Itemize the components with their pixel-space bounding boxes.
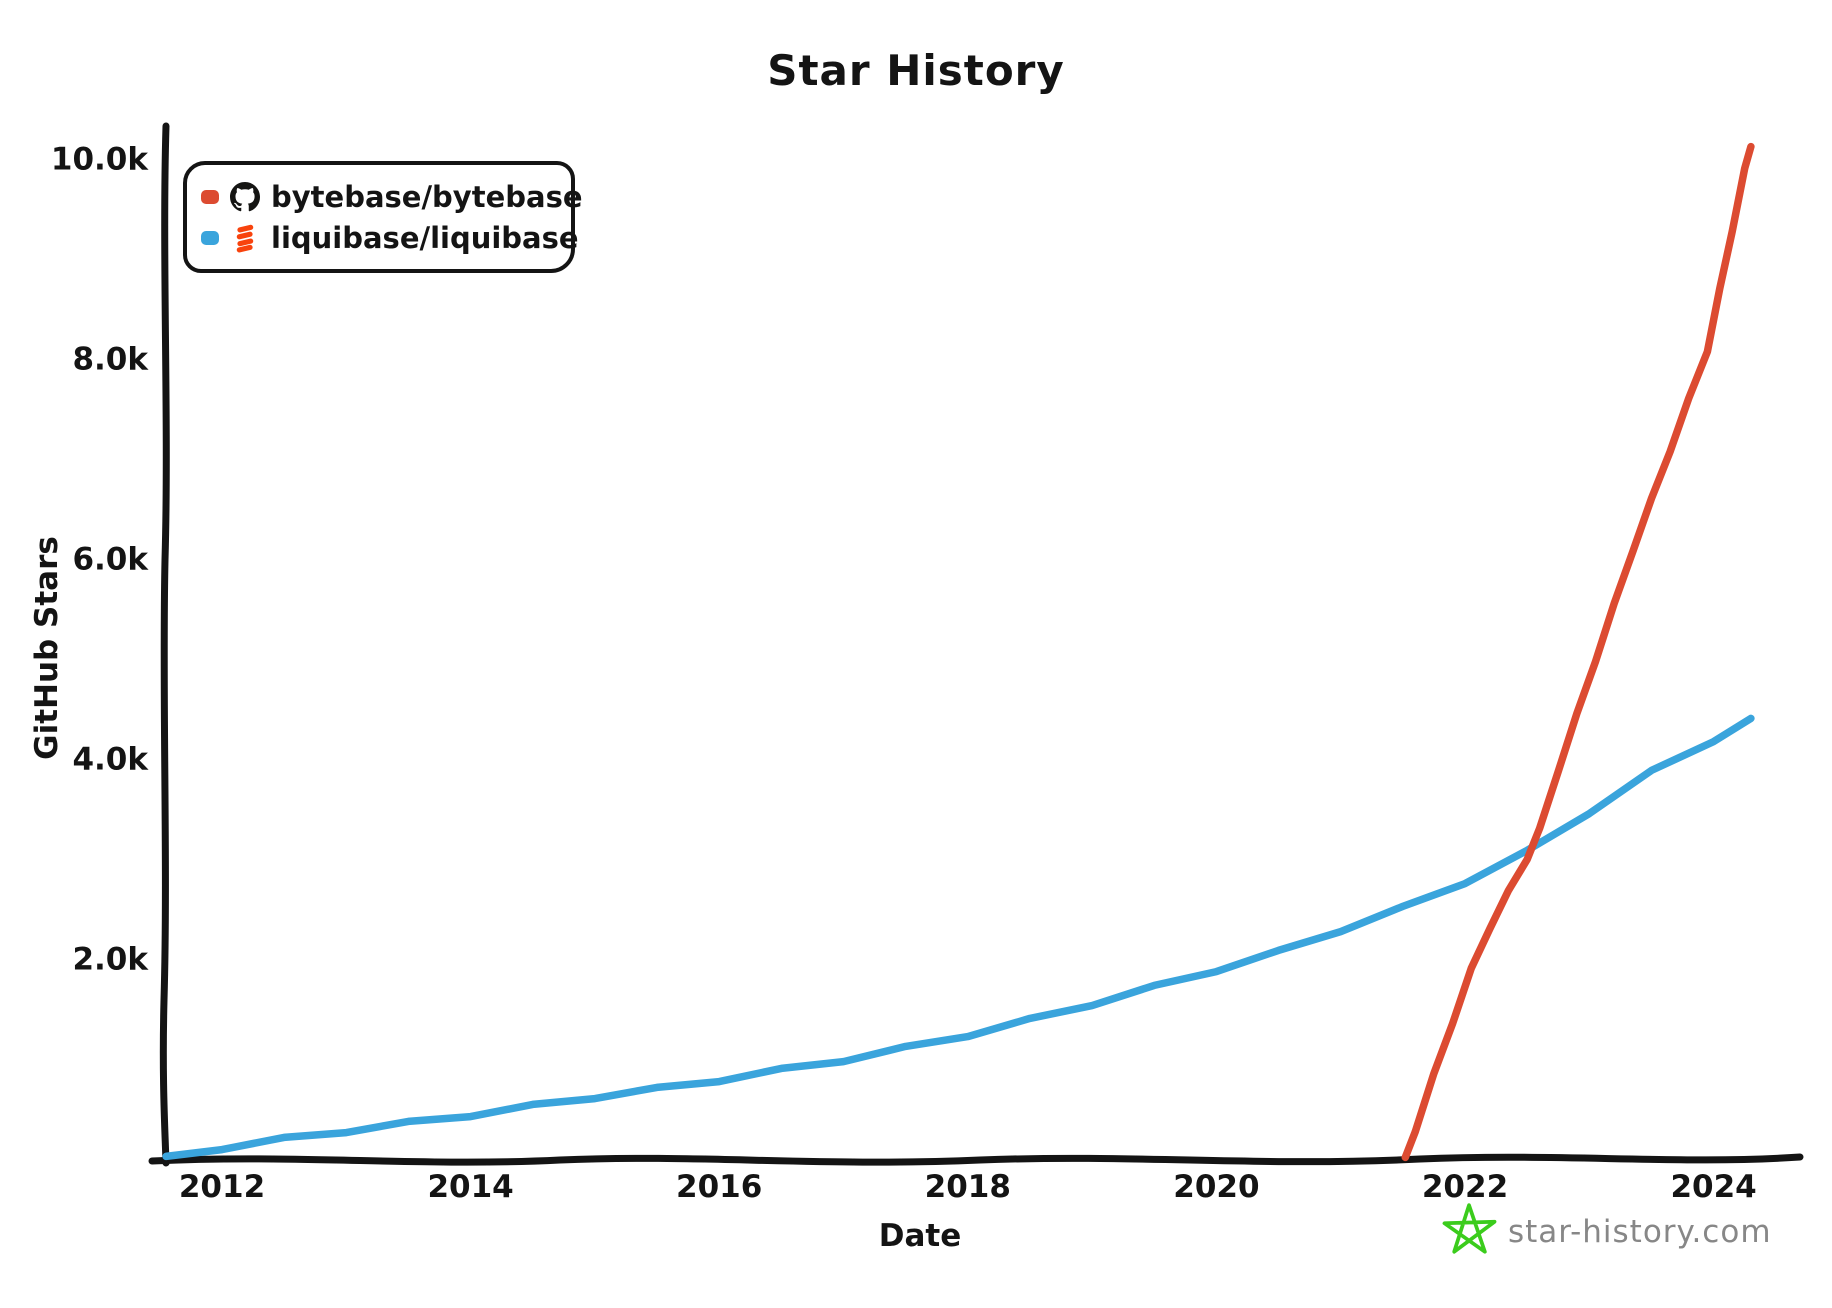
legend-item-bytebase[interactable]: bytebase/bytebase bbox=[201, 181, 583, 212]
y-axis-line bbox=[159, 122, 170, 1167]
x-tick-label: 2012 bbox=[178, 1169, 266, 1205]
series-line-liquibase bbox=[162, 714, 1755, 1161]
x-tick-label: 2014 bbox=[427, 1169, 514, 1205]
y-tick-label: 10.0k bbox=[50, 141, 148, 178]
chart-title: Star History bbox=[767, 46, 1065, 95]
x-tick-label: 2016 bbox=[676, 1169, 763, 1205]
y-tick-label: 2.0k bbox=[72, 941, 148, 978]
watermark-text: star-history.com bbox=[1508, 1214, 1772, 1250]
x-tick-label: 2024 bbox=[1670, 1169, 1757, 1205]
y-tick-label: 6.0k bbox=[72, 541, 148, 578]
x-tick-label: 2018 bbox=[924, 1169, 1011, 1205]
github-octocat-icon bbox=[230, 181, 260, 212]
x-axis-line bbox=[148, 1153, 1804, 1166]
x-axis-title: Date bbox=[878, 1218, 962, 1254]
y-axis-title: GitHub Stars bbox=[29, 536, 65, 760]
legend: bytebase/bytebase liquibase/liquibase bbox=[183, 161, 583, 273]
legend-label-bytebase: bytebase/bytebase bbox=[271, 179, 583, 214]
watermark[interactable]: star-history.com bbox=[1440, 1202, 1772, 1262]
x-tick-label: 2020 bbox=[1173, 1169, 1260, 1205]
x-tick-label: 2022 bbox=[1421, 1169, 1509, 1205]
legend-label-liquibase: liquibase/liquibase bbox=[271, 220, 579, 255]
star-icon bbox=[1440, 1202, 1498, 1262]
y-tick-label: 8.0k bbox=[72, 341, 148, 378]
legend-item-liquibase[interactable]: liquibase/liquibase bbox=[201, 223, 579, 253]
liquibase-series-marker bbox=[201, 230, 219, 245]
bytebase-series-marker bbox=[201, 189, 219, 204]
liquibase-logo-icon bbox=[230, 223, 260, 253]
y-tick-label: 4.0k bbox=[72, 741, 148, 778]
series-line-bytebase bbox=[1401, 142, 1755, 1162]
